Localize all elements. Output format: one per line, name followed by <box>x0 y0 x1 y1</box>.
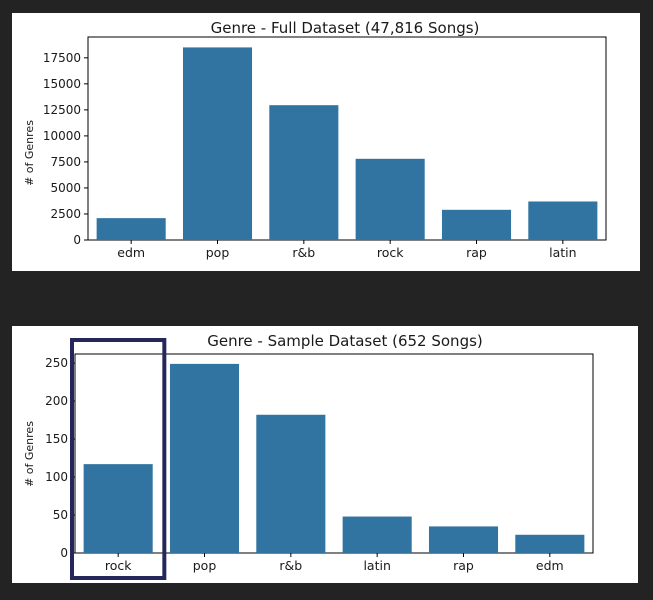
y-axis-label: # of Genres <box>23 120 36 186</box>
y-tick-label: 2500 <box>50 207 81 221</box>
x-tick-label: r&b <box>292 245 315 260</box>
chart-title: Genre - Full Dataset (47,816 Songs) <box>211 19 480 37</box>
bar-pop <box>169 363 240 553</box>
y-tick-label: 150 <box>45 432 68 446</box>
y-tick-label: 50 <box>53 508 68 522</box>
chart-panel-sample-dataset: Genre - Sample Dataset (652 Songs) # of … <box>12 326 638 583</box>
bar-rnb <box>256 414 326 553</box>
x-tick-label: rap <box>466 245 487 260</box>
x-tick-label: latin <box>363 558 390 573</box>
y-tick-label: 0 <box>60 546 68 560</box>
bar-rnb <box>269 105 339 240</box>
bar-rock <box>355 158 425 240</box>
y-tick-label: 10000 <box>43 129 81 143</box>
bar-latin <box>528 201 598 240</box>
x-tick-label: pop <box>206 245 230 260</box>
bar-pop <box>182 47 253 241</box>
y-tick-label: 12500 <box>43 103 81 117</box>
x-tick-label: rock <box>377 245 404 260</box>
y-tick-label: 17500 <box>43 51 81 65</box>
x-tick-label: pop <box>193 558 217 573</box>
chart-title: Genre - Sample Dataset (652 Songs) <box>207 332 483 350</box>
x-tick-label: edm <box>117 245 145 260</box>
y-tick-label: 250 <box>45 356 68 370</box>
bar-rap <box>441 209 512 240</box>
bar-edm <box>96 218 166 240</box>
y-tick-label: 7500 <box>50 155 81 169</box>
bar-rap <box>428 526 499 553</box>
bar-edm <box>515 534 585 553</box>
x-tick-label: rock <box>105 558 132 573</box>
sample-dataset-bar-chart: Genre - Sample Dataset (652 Songs) # of … <box>23 332 594 580</box>
y-tick-label: 15000 <box>43 77 81 91</box>
axes-frame <box>87 36 607 241</box>
y-tick-label: 200 <box>45 394 68 408</box>
full-dataset-bar-chart: Genre - Full Dataset (47,816 Songs) # of… <box>23 19 607 260</box>
y-tick-label: 5000 <box>50 181 81 195</box>
y-axis-label: # of Genres <box>23 421 36 487</box>
x-tick-label: rap <box>453 558 474 573</box>
y-tick-label: 0 <box>73 233 81 247</box>
y-tick-label: 100 <box>45 470 68 484</box>
axes-frame <box>74 353 594 554</box>
highlight-box <box>70 338 167 580</box>
x-tick-label: r&b <box>279 558 302 573</box>
x-tick-label: latin <box>549 245 576 260</box>
plot-area: 0 2500 5000 7500 10000 12500 15000 17500 edm pop r… <box>43 36 607 260</box>
bar-latin <box>342 516 412 553</box>
x-tick-label: edm <box>536 558 564 573</box>
chart-panel-full-dataset: Genre - Full Dataset (47,816 Songs) # of… <box>12 13 640 271</box>
bar-rock <box>83 464 153 553</box>
plot-area: 0 50 100 150 200 250 rock pop r&b latin rap edm <box>45 338 594 580</box>
